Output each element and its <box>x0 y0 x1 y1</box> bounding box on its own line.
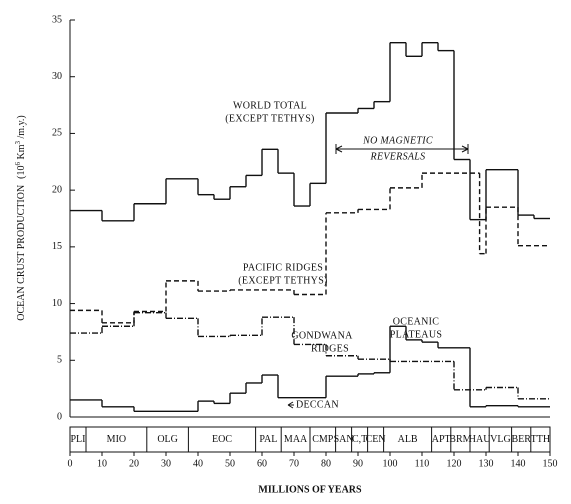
plot-area: 0 5 10 15 20 25 30 35 PLI MIO OLG EOC PAL MAA CMP SANC,… <box>52 14 558 469</box>
y-unit: 6 <box>14 161 22 165</box>
x-tick-label: 110 <box>415 458 430 469</box>
annotation: REVERSALS <box>370 151 426 162</box>
x-tick-label: 40 <box>193 458 203 469</box>
x-tick-label: 130 <box>479 458 494 469</box>
y-unit: Km <box>16 144 27 162</box>
stage-label: CEN <box>366 434 386 445</box>
stage-label: MIO <box>107 434 126 445</box>
y-unit: 3 <box>14 140 22 144</box>
annotation: (EXCEPT TETHYS) <box>225 113 314 124</box>
annotation: PACIFIC RIDGES <box>243 262 323 273</box>
annotation-arrow <box>335 144 469 154</box>
stage-label: EOC <box>212 434 232 445</box>
stage-label: C,T <box>352 434 367 445</box>
annotation: (EXCEPT TETHYS) <box>238 275 327 286</box>
x-tick-label: 20 <box>129 458 139 469</box>
stage-label: APT <box>432 434 451 445</box>
y-tick-label: 30 <box>52 71 62 82</box>
stage-label: VLG <box>490 434 511 445</box>
y-tick-label: 35 <box>52 14 62 25</box>
y-tick-label: 25 <box>52 128 62 139</box>
annotation-arrow <box>287 401 294 409</box>
x-tick-label: 0 <box>68 458 73 469</box>
x-tick-label: 30 <box>161 458 171 469</box>
y-tick-label: 10 <box>52 298 62 309</box>
y-unit: /m.y.) <box>16 115 27 141</box>
annotation: PLATEAUS <box>390 329 442 340</box>
stage-label: BER <box>511 434 531 445</box>
y-tick-label: 20 <box>52 184 62 195</box>
stage-label: BRM <box>449 434 471 445</box>
stage-label: TTH <box>531 434 550 445</box>
stage-label: PLI <box>71 434 86 445</box>
step-riser <box>101 326 519 412</box>
stage-label: OLG <box>157 434 178 445</box>
x-tick-label: 80 <box>321 458 331 469</box>
x-tick-label: 10 <box>97 458 107 469</box>
x-tick-label: 140 <box>511 458 526 469</box>
x-tick-label: 100 <box>383 458 398 469</box>
x-tick-label: 150 <box>543 458 558 469</box>
step-riser <box>101 42 535 221</box>
y-axis-label: OCEAN CRUST PRODUCTION (106 Km3 /m.y.) <box>14 115 28 321</box>
x-tick-label: 70 <box>289 458 299 469</box>
x-tick-label: 120 <box>447 458 462 469</box>
x-tick-label: 90 <box>353 458 363 469</box>
stage-label: ALB <box>398 434 418 445</box>
y-tick-label: 5 <box>57 355 62 366</box>
annotation: OCEANIC <box>393 316 440 327</box>
step-riser <box>101 173 519 323</box>
annotation: RIDGES <box>311 343 349 354</box>
stage-label: SAN <box>334 434 354 445</box>
annotation: DECCAN <box>296 399 339 410</box>
stage-label: CMP <box>312 434 334 445</box>
annotation: GONDWANA <box>291 330 353 341</box>
y-label-text: OCEAN CRUST PRODUCTION <box>16 185 27 321</box>
stage-label: MAA <box>284 434 308 445</box>
stage-label: HAU <box>469 434 491 445</box>
annotation: WORLD TOTAL <box>233 100 307 111</box>
y-tick-label: 0 <box>57 411 62 422</box>
stage-label: PAL <box>259 434 277 445</box>
annotation: NO MAGNETIC <box>362 135 433 146</box>
x-tick-label: 50 <box>225 458 235 469</box>
y-unit: (10 <box>16 165 27 178</box>
y-tick-label: 15 <box>52 241 62 252</box>
step-riser <box>101 312 519 399</box>
x-axis-label: MILLIONS OF YEARS <box>258 484 362 495</box>
x-tick-label: 60 <box>257 458 267 469</box>
